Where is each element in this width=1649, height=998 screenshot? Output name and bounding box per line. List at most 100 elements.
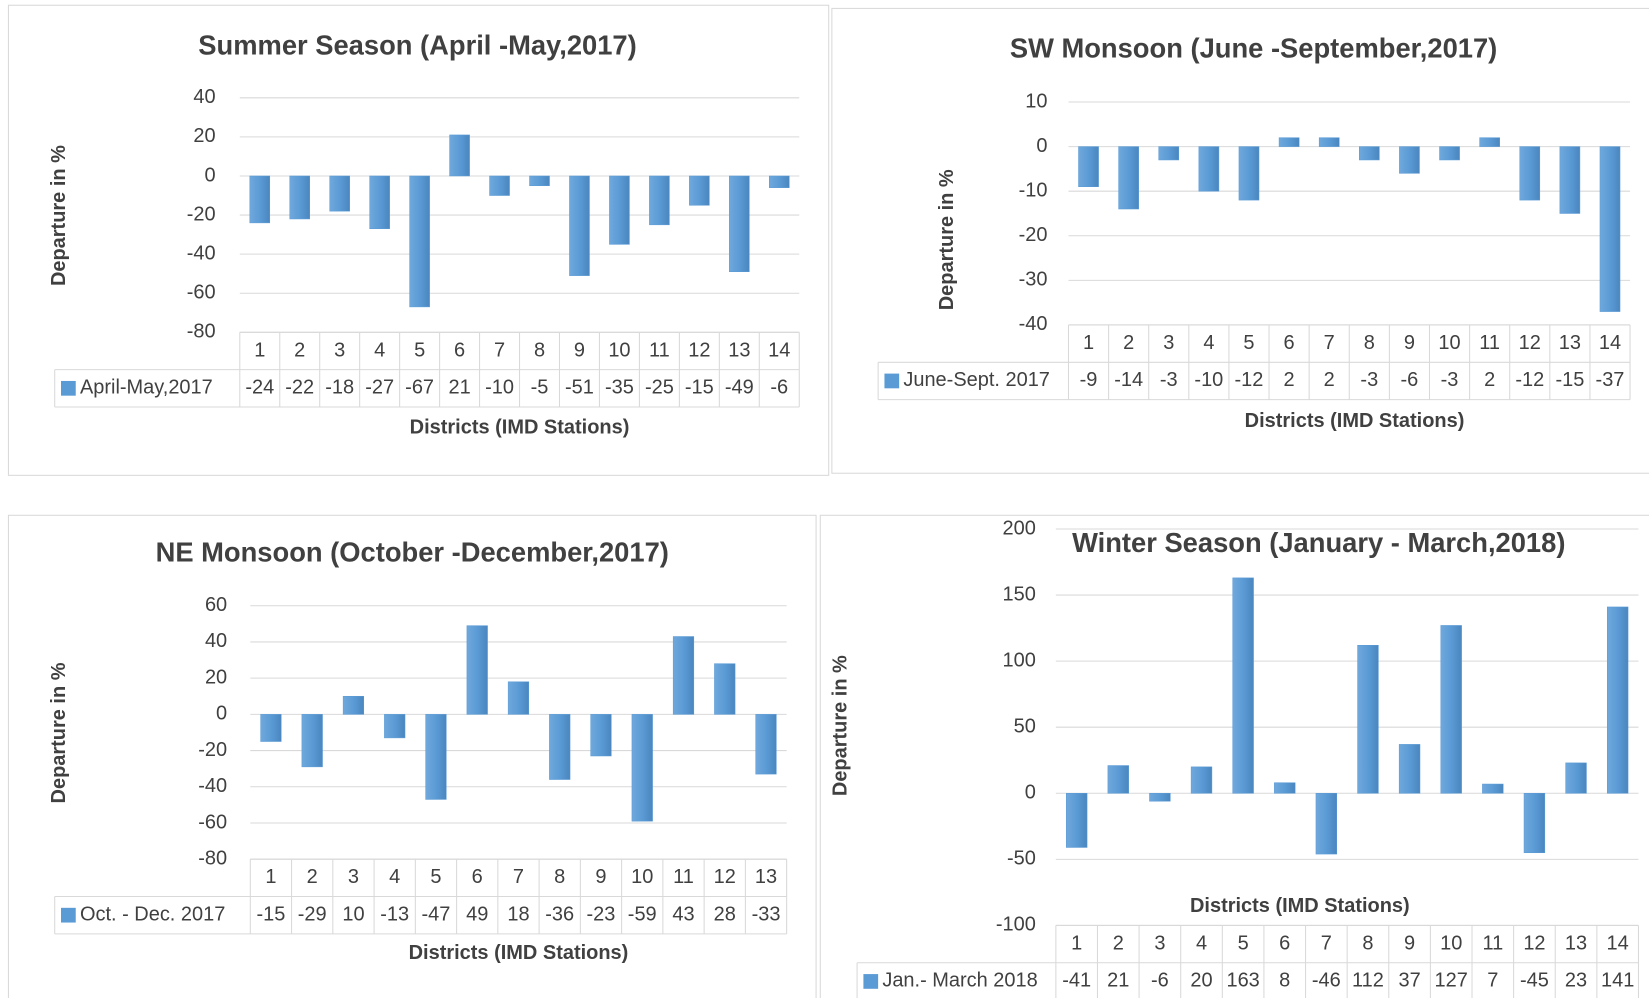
y-tick-label: -20 — [1019, 224, 1048, 246]
y-tick-label: -40 — [187, 242, 216, 264]
x-tick-label: 6 — [454, 339, 465, 361]
x-tick-label: 13 — [728, 339, 750, 361]
x-tick-label: 13 — [1565, 932, 1587, 954]
x-tick-label: 9 — [1404, 332, 1415, 354]
table-value: 127 — [1435, 970, 1468, 992]
y-tick-label: -60 — [198, 811, 227, 833]
table-value: -23 — [587, 903, 616, 925]
bar — [1238, 146, 1260, 201]
y-axis-title: Departure in % — [830, 655, 852, 796]
bar — [569, 175, 590, 276]
bar — [489, 175, 510, 196]
y-tick-label: -100 — [996, 914, 1036, 936]
x-tick-label: 5 — [414, 339, 425, 361]
x-tick-label: 6 — [1284, 332, 1295, 354]
bar — [1479, 137, 1500, 147]
x-tick-label: 3 — [1163, 332, 1174, 354]
y-tick-label: 0 — [216, 703, 227, 725]
table-value: -18 — [325, 377, 354, 399]
y-tick-label: -80 — [198, 847, 227, 869]
bar — [301, 714, 323, 768]
table-value: -3 — [1441, 369, 1459, 391]
table-value: -41 — [1062, 970, 1091, 992]
x-tick-label: 7 — [1321, 932, 1332, 954]
y-tick-label: 100 — [1003, 649, 1036, 671]
table-value: -24 — [245, 377, 274, 399]
x-tick-label: 2 — [1123, 332, 1134, 354]
bar — [590, 714, 612, 757]
bar — [609, 175, 630, 245]
x-tick-label: 10 — [631, 866, 653, 888]
table-value: -22 — [285, 377, 314, 399]
bar — [1519, 146, 1541, 201]
bar — [729, 175, 750, 272]
bar — [1232, 577, 1254, 794]
x-tick-label: 13 — [755, 866, 777, 888]
bar — [1078, 146, 1099, 187]
x-tick-label: 4 — [374, 339, 385, 361]
y-tick-label: 0 — [1036, 135, 1047, 157]
bar — [1357, 645, 1379, 794]
table-value: 21 — [448, 377, 470, 399]
table-value: -15 — [685, 377, 714, 399]
table-value: 43 — [672, 903, 694, 925]
table-value: 2 — [1324, 369, 1335, 391]
x-tick-label: 6 — [472, 866, 483, 888]
bar — [1066, 793, 1088, 848]
bar — [507, 681, 530, 715]
table-value: -45 — [1520, 970, 1549, 992]
table-value: 28 — [714, 903, 736, 925]
table-value: 10 — [342, 903, 364, 925]
table-value: -35 — [605, 377, 634, 399]
x-axis-title: Districts (IMD Stations) — [410, 416, 630, 438]
x-tick-label: 12 — [1519, 332, 1541, 354]
table-value: -12 — [1235, 369, 1264, 391]
y-tick-label: 0 — [204, 164, 215, 186]
y-tick-label: -30 — [1019, 269, 1048, 291]
y-tick-label: -80 — [187, 321, 216, 343]
y-tick-label: -20 — [198, 739, 227, 761]
x-tick-label: 9 — [1404, 932, 1415, 954]
bar — [1318, 137, 1340, 147]
table-value: 141 — [1601, 970, 1634, 992]
bar — [369, 175, 390, 230]
y-tick-label: 50 — [1014, 715, 1036, 737]
x-tick-label: 10 — [1440, 932, 1462, 954]
table-value: -49 — [725, 377, 754, 399]
x-tick-label: 1 — [1083, 332, 1094, 354]
x-tick-label: 8 — [534, 339, 545, 361]
bar — [1398, 744, 1421, 794]
x-tick-label: 5 — [1238, 932, 1249, 954]
table-value: -25 — [645, 377, 674, 399]
legend-swatch — [863, 974, 879, 989]
x-tick-label: 14 — [768, 339, 790, 361]
x-tick-label: 4 — [1196, 932, 1207, 954]
table-value: -3 — [1360, 369, 1378, 391]
table-value: 2 — [1484, 369, 1495, 391]
bar — [1274, 782, 1296, 794]
y-tick-label: -10 — [1019, 179, 1048, 201]
chart: -40 -30 -20 -10 0 10 June-Sept. 2017 -9 -14 -3 -10… — [831, 7, 1649, 474]
bar — [1198, 146, 1220, 192]
table-value: -29 — [298, 903, 327, 925]
bar — [384, 714, 406, 739]
legend-swatch — [61, 380, 76, 396]
y-tick-label: 0 — [1025, 782, 1036, 804]
table-value: -10 — [1194, 369, 1223, 391]
x-tick-label: 13 — [1559, 332, 1581, 354]
legend-label: June-Sept. 2017 — [903, 369, 1050, 391]
x-tick-label: 6 — [1279, 932, 1290, 954]
x-tick-label: 2 — [1113, 932, 1124, 954]
table-value: -13 — [380, 903, 409, 925]
bar — [409, 175, 430, 308]
x-tick-label: 11 — [649, 339, 670, 361]
y-tick-label: 200 — [1003, 517, 1036, 539]
table-value: 23 — [1565, 970, 1587, 992]
table-value: 21 — [1107, 970, 1129, 992]
bar — [260, 714, 282, 742]
x-tick-label: 14 — [1607, 932, 1629, 954]
table-value: -33 — [752, 903, 781, 925]
x-tick-label: 4 — [389, 866, 400, 888]
